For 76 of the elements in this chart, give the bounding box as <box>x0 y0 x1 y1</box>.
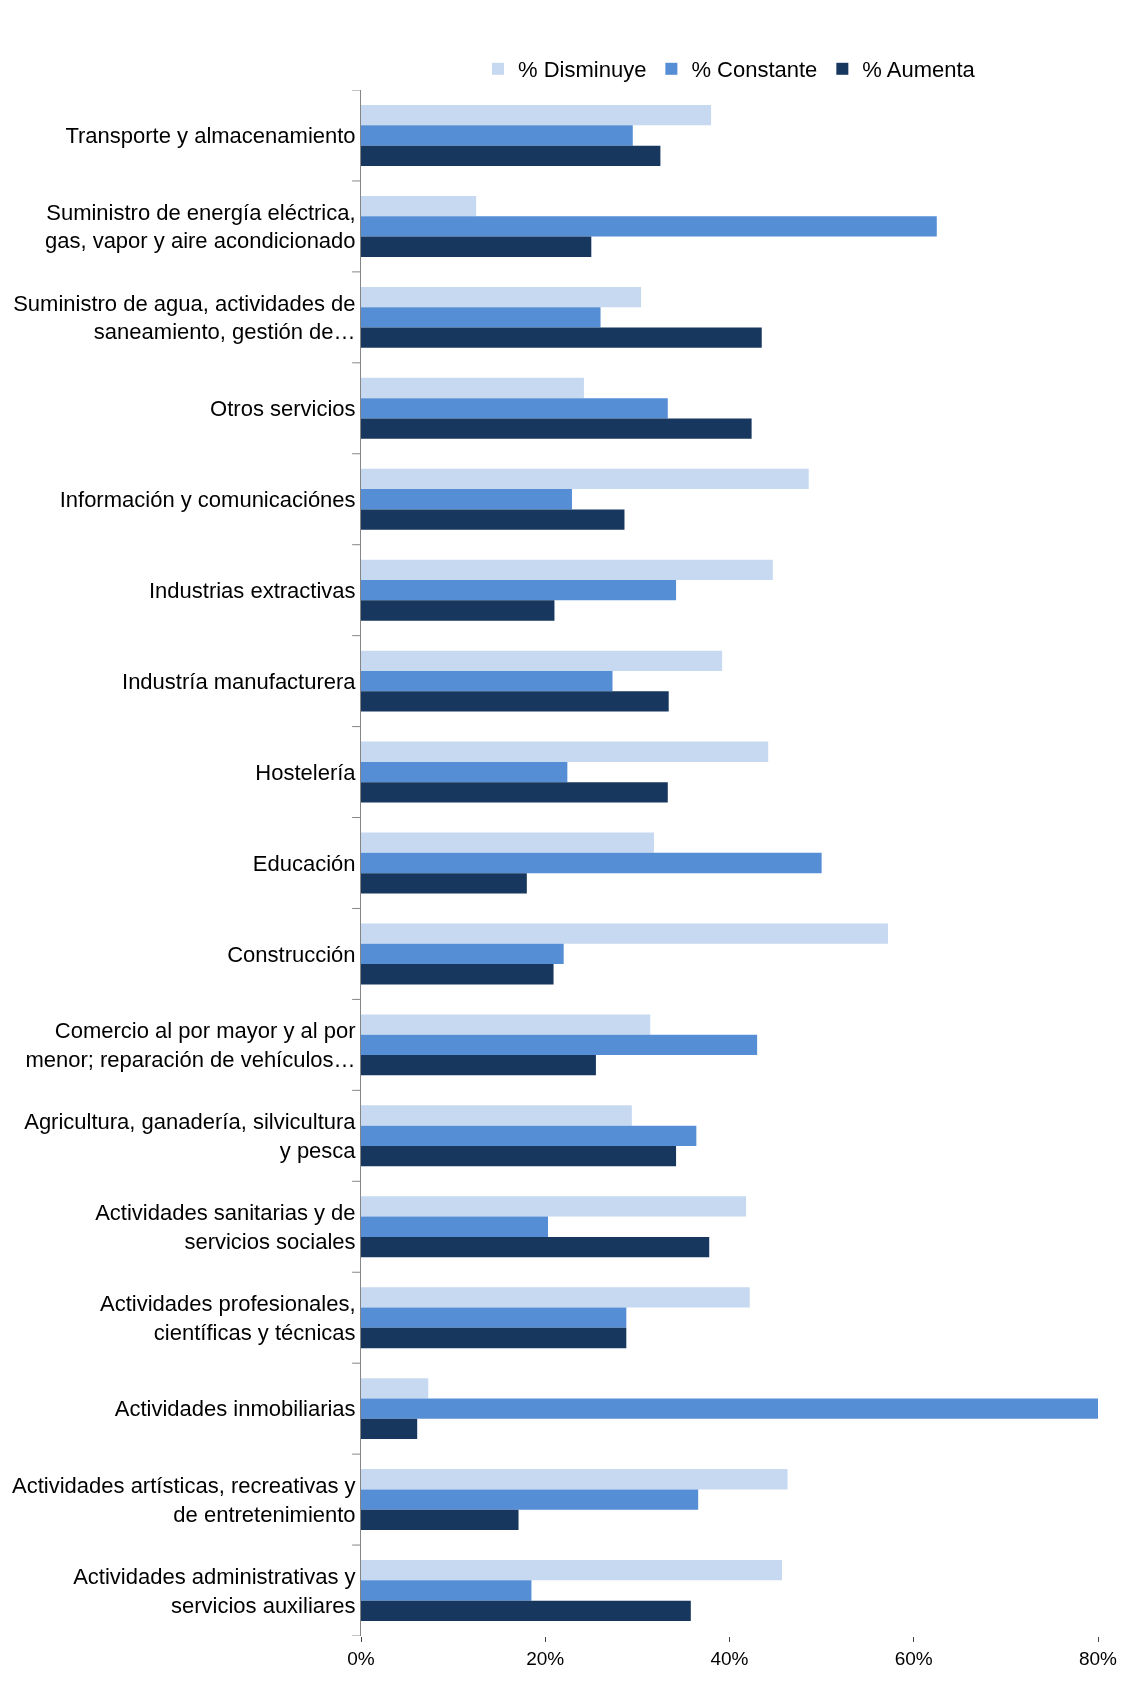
bar <box>361 559 773 581</box>
legend-label: % Aumenta <box>862 57 976 83</box>
bar <box>361 307 601 328</box>
bar <box>361 923 888 944</box>
bar <box>361 1580 532 1601</box>
y-tick-label: Actividades inmobiliarias <box>114 1396 356 1422</box>
bar <box>361 418 752 439</box>
y-tick-label: Comercio al por mayor y al por menor; reparación de vehículos… <box>25 1018 356 1072</box>
bar <box>361 1236 710 1258</box>
bar <box>361 377 584 399</box>
bar <box>361 761 568 783</box>
bar <box>361 286 642 308</box>
bar <box>361 873 527 894</box>
legend-label: % Constante <box>691 57 818 83</box>
y-tick-label: Suministro de agua, actividades de saneamiento, gestión de… <box>13 290 356 345</box>
bar <box>361 832 654 853</box>
x-tick-label: 20% <box>526 1647 565 1669</box>
bar <box>361 1216 549 1237</box>
bar <box>361 691 669 712</box>
y-tick-label: Transporte y almacenamiento <box>65 123 356 149</box>
bar <box>361 1418 418 1440</box>
y-tick-label: Suministro de energía eléctrica, gas, vapor y aire acondicionado <box>44 199 356 254</box>
bar <box>361 964 554 985</box>
bar <box>361 105 712 126</box>
bar <box>361 125 633 146</box>
y-tick-label: Educación <box>252 850 356 876</box>
y-tick-label: Hostelería <box>255 759 357 785</box>
y-tick-label: Actividades sanitarias y de servicios sociales <box>95 1200 356 1254</box>
bar <box>361 1034 758 1056</box>
bar <box>361 1509 519 1531</box>
bar <box>361 1105 632 1126</box>
bar <box>361 741 769 762</box>
bar <box>361 1327 627 1349</box>
x-tick-label: 0% <box>347 1647 375 1669</box>
legend-label: % Disminuye <box>518 57 647 83</box>
bar <box>361 145 661 166</box>
bar <box>361 1398 1098 1419</box>
bar <box>361 1378 429 1399</box>
bar <box>361 1307 627 1328</box>
y-tick-label: Industría manufacturera <box>122 668 357 694</box>
x-tick-label: 80% <box>1078 1647 1118 1669</box>
bar <box>361 236 592 257</box>
bar <box>361 1196 747 1217</box>
y-tick-label: Otros servicios <box>210 395 356 421</box>
bar <box>361 216 937 237</box>
bar <box>361 468 809 490</box>
bar <box>361 195 477 217</box>
y-tick-label: Construcción <box>227 941 356 967</box>
bar <box>361 1287 750 1308</box>
bar <box>361 489 572 510</box>
y-tick-label: Actividades artísticas, recreativas y de entretenimiento <box>12 1472 356 1527</box>
bar <box>361 1145 677 1167</box>
bar <box>361 398 668 419</box>
bar <box>361 509 625 530</box>
bar <box>361 782 668 803</box>
bar <box>361 1014 651 1035</box>
bar <box>361 1055 596 1076</box>
bar <box>361 600 555 621</box>
bar <box>361 1489 699 1510</box>
bar <box>361 580 677 601</box>
y-tick-label: Actividades profesionales, científicas y técnicas <box>100 1291 356 1345</box>
bar <box>361 852 822 874</box>
x-tick-label: 60% <box>894 1647 933 1669</box>
bar <box>361 1469 788 1490</box>
y-tick-label: Industrias extractivas <box>148 577 356 603</box>
bar <box>361 943 564 965</box>
y-tick-label: Agricultura, ganadería, silvicultura y pesca <box>24 1109 357 1163</box>
bar <box>361 1560 783 1581</box>
x-tick-label: 40% <box>710 1647 749 1669</box>
y-tick-label: Actividades administrativas y servicios auxiliares <box>73 1563 356 1618</box>
bar <box>361 670 613 692</box>
bar <box>361 650 723 671</box>
bar <box>361 327 762 348</box>
bar <box>361 1125 697 1146</box>
bar <box>361 1600 691 1621</box>
y-tick-label: Información y comunicaciónes <box>59 486 356 512</box>
